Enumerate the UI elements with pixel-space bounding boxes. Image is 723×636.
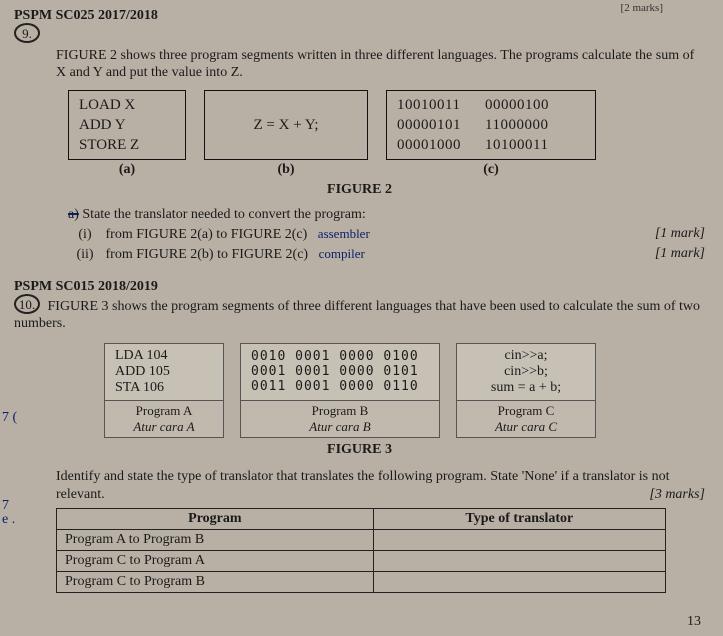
q9-i-mark: [1 mark] xyxy=(655,225,705,244)
q9-line: 9. xyxy=(14,24,705,45)
c-r0l: 10010011 xyxy=(397,95,485,115)
gB1: 0001 0001 0000 0101 xyxy=(251,364,429,379)
figure2-caption: FIGURE 2 xyxy=(14,182,705,198)
figure3-caption: FIGURE 3 xyxy=(14,442,705,458)
gA1: ADD 105 xyxy=(115,364,213,380)
c-r2r: 10100011 xyxy=(485,135,573,155)
q10-qtext: Identify and state the type of translato… xyxy=(56,469,669,502)
figure2-box-c: 1001001100000100 0000010111000000 000010… xyxy=(386,90,596,161)
figure2-row: LOAD X ADD Y STORE Z Z = X + Y; 10010011… xyxy=(68,90,705,161)
q10-question-text: Identify and state the type of translato… xyxy=(56,468,705,504)
q9-i-text: from FIGURE 2(a) to FIGURE 2(c) xyxy=(106,227,308,242)
glA1: Program A xyxy=(109,403,219,419)
c-r1r: 11000000 xyxy=(485,115,573,135)
glB2: Atur cara B xyxy=(245,419,435,435)
figure2-box-a: LOAD X ADD Y STORE Z xyxy=(68,90,186,161)
figure2-box-b: Z = X + Y; xyxy=(204,90,368,161)
gA0: LDA 104 xyxy=(115,348,213,364)
q9-ii-handwritten: compiler xyxy=(319,246,365,261)
row1-ans[interactable] xyxy=(373,530,665,551)
q9-i-handwritten: assembler xyxy=(318,226,370,241)
q10-header: PSPM SC015 2018/2019 xyxy=(14,279,705,295)
boxA-l2: ADD Y xyxy=(79,115,175,135)
q9-number-circle: 9. xyxy=(14,23,40,43)
glC2: Atur cara C xyxy=(461,419,591,435)
q10-number-circle: 10. xyxy=(14,294,40,314)
q9-header: PSPM SC025 2017/2018 xyxy=(14,8,705,24)
q9-ii-label: (ii) xyxy=(68,246,102,265)
figure3-box-a: LDA 104 ADD 105 STA 106 xyxy=(104,343,224,401)
q9-exam-code: PSPM SC025 2017/2018 xyxy=(14,8,158,23)
gA2: STA 106 xyxy=(115,380,213,396)
gC2: sum = a + b; xyxy=(467,380,585,396)
figure3-labels: Program A Atur cara A Program B Atur car… xyxy=(104,401,705,438)
boxB-text: Z = X + Y; xyxy=(254,115,319,135)
lbl-c: (c) xyxy=(386,162,596,178)
c-r1l: 00000101 xyxy=(397,115,485,135)
gC0: cin>>a; xyxy=(467,348,585,364)
answer-table: Program Type of translator Program A to … xyxy=(56,508,666,593)
q9-ii-text: from FIGURE 2(b) to FIGURE 2(c) xyxy=(106,247,309,262)
q10-exam-code: PSPM SC015 2018/2019 xyxy=(14,279,158,294)
q9-stem: State the translator needed to convert t… xyxy=(82,207,365,222)
q9-strike-icon: a) xyxy=(68,207,79,222)
row3-prog: Program C to Program B xyxy=(57,572,374,593)
gC1: cin>>b; xyxy=(467,364,585,380)
q9-ii-mark: [1 mark] xyxy=(655,245,705,264)
th-type: Type of translator xyxy=(373,509,665,530)
c-r2l: 00001000 xyxy=(397,135,485,155)
margin-note-1: 7 ( xyxy=(2,410,17,426)
boxA-l1: LOAD X xyxy=(79,95,175,115)
page-number: 13 xyxy=(687,614,701,630)
row2-ans[interactable] xyxy=(373,551,665,572)
q10-intro: FIGURE 3 shows the program segments of t… xyxy=(14,299,700,332)
figure3-box-b: 0010 0001 0000 0100 0001 0001 0000 0101 … xyxy=(240,343,440,401)
figure3-box-c: cin>>a; cin>>b; sum = a + b; xyxy=(456,343,596,401)
margin-note-3: e . xyxy=(2,512,15,528)
q10-marks: [3 marks] xyxy=(649,486,705,504)
gB2: 0011 0001 0000 0110 xyxy=(251,379,429,394)
boxA-l3: STORE Z xyxy=(79,135,175,155)
c-r0r: 00000100 xyxy=(485,95,573,115)
th-program: Program xyxy=(57,509,374,530)
figure3-row: LDA 104 ADD 105 STA 106 0010 0001 0000 0… xyxy=(104,343,705,401)
glA2: Atur cara A xyxy=(109,419,219,435)
q9-i-label: (i) xyxy=(68,226,102,245)
glabel-c: Program C Atur cara C xyxy=(456,401,596,438)
row3-ans[interactable] xyxy=(373,572,665,593)
glabel-a: Program A Atur cara A xyxy=(104,401,224,438)
row2-prog: Program C to Program A xyxy=(57,551,374,572)
glabel-b: Program B Atur cara B xyxy=(240,401,440,438)
top-corner-note: [2 marks] xyxy=(621,2,663,14)
lbl-a: (a) xyxy=(68,162,186,178)
gB0: 0010 0001 0000 0100 xyxy=(251,349,429,364)
figure2-labels: (a) (b) (c) xyxy=(68,162,705,178)
q9-intro: FIGURE 2 shows three program segments wr… xyxy=(56,47,705,82)
glC1: Program C xyxy=(461,403,591,419)
row1-prog: Program A to Program B xyxy=(57,530,374,551)
lbl-b: (b) xyxy=(204,162,368,178)
q10-line: 10. FIGURE 3 shows the program segments … xyxy=(14,295,705,333)
glB1: Program B xyxy=(245,403,435,419)
q9-subquestion: a) State the translator needed to conver… xyxy=(68,206,705,265)
